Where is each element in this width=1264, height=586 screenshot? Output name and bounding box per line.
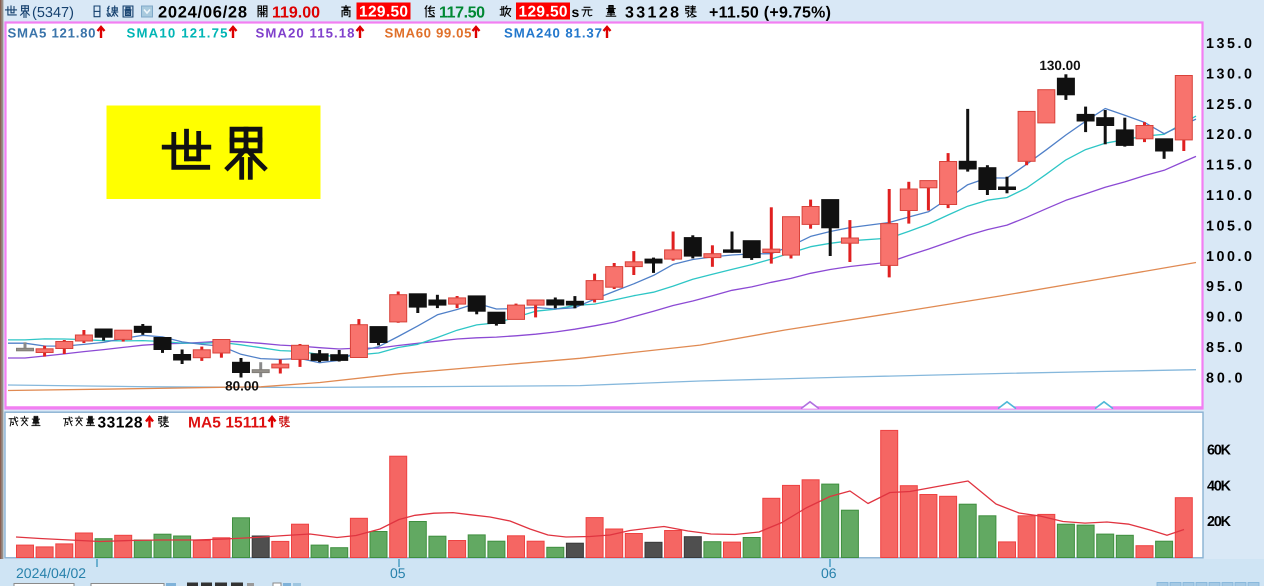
svg-text:105.0: 105.0 xyxy=(1206,218,1252,234)
svg-text:SMA10 121.75: SMA10 121.75 xyxy=(127,26,228,41)
svg-text:s: s xyxy=(572,4,580,20)
svg-text:2024/04/02: 2024/04/02 xyxy=(16,565,86,581)
svg-text:119.00: 119.00 xyxy=(272,5,320,22)
svg-text:117.50: 117.50 xyxy=(439,5,485,22)
svg-text:40K: 40K xyxy=(1207,478,1232,494)
svg-text:80.00: 80.00 xyxy=(225,379,259,394)
svg-text:129.50: 129.50 xyxy=(359,4,408,21)
svg-text:80.0: 80.0 xyxy=(1206,370,1243,386)
svg-text:130.00: 130.00 xyxy=(1039,58,1080,73)
svg-text:110.0: 110.0 xyxy=(1206,188,1252,204)
svg-text:95.0: 95.0 xyxy=(1206,279,1243,295)
svg-text:20K: 20K xyxy=(1207,514,1232,530)
svg-text:33128: 33128 xyxy=(625,5,679,22)
svg-text:85.0: 85.0 xyxy=(1206,340,1243,356)
svg-text:135.0: 135.0 xyxy=(1206,36,1252,52)
svg-text:115.0: 115.0 xyxy=(1206,158,1252,174)
svg-text:125.0: 125.0 xyxy=(1206,97,1252,113)
svg-text:100.0: 100.0 xyxy=(1206,249,1252,265)
svg-text:06: 06 xyxy=(821,565,837,581)
svg-text:SMA5 121.80: SMA5 121.80 xyxy=(8,26,96,41)
svg-text:130.0: 130.0 xyxy=(1206,66,1252,82)
svg-text:+11.50 (+9.75%): +11.50 (+9.75%) xyxy=(709,5,831,22)
svg-text:60K: 60K xyxy=(1207,443,1232,459)
svg-text:129.50: 129.50 xyxy=(519,4,568,21)
svg-text:SMA240 81.37: SMA240 81.37 xyxy=(504,26,602,41)
svg-text:33128: 33128 xyxy=(98,415,143,432)
svg-text:MA5 15111: MA5 15111 xyxy=(188,415,267,432)
svg-text:05: 05 xyxy=(390,565,406,581)
svg-text:SMA60 99.05: SMA60 99.05 xyxy=(385,26,472,41)
svg-text:120.0: 120.0 xyxy=(1206,127,1252,143)
svg-text:2024/06/28: 2024/06/28 xyxy=(158,4,247,22)
svg-text:SMA20 115.18: SMA20 115.18 xyxy=(256,26,355,41)
svg-text:(5347): (5347) xyxy=(32,5,74,21)
svg-text:90.0: 90.0 xyxy=(1206,310,1243,326)
